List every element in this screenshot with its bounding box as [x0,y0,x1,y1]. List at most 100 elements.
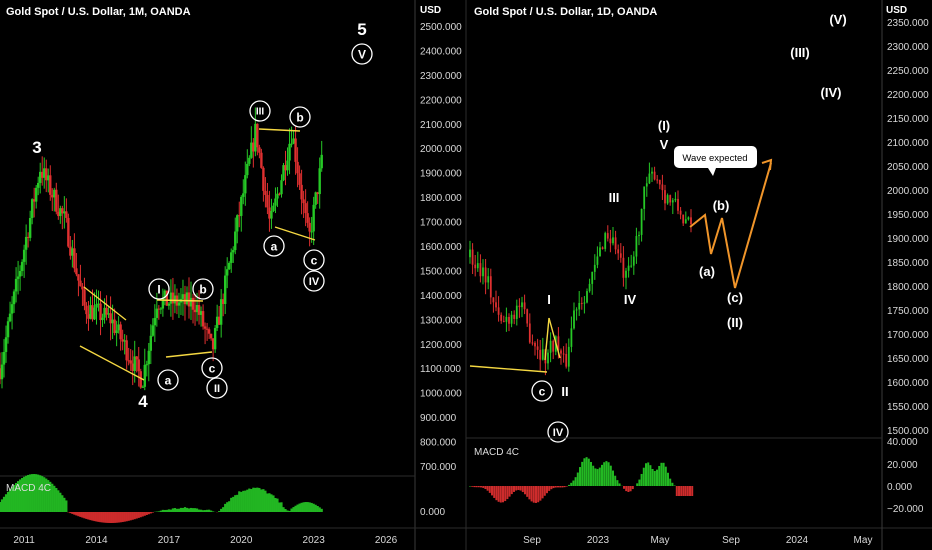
left-macd-bar [290,509,292,512]
right-macd-bar [550,486,552,489]
right-candle-body [482,267,484,276]
left-macd-bar [95,512,97,522]
left-wave-5-label: 5 [357,20,366,39]
right-candle-body [586,291,588,302]
right-candle-body [688,217,690,219]
left-candle-body [125,340,127,360]
right-macd-bar [528,486,530,499]
right-macd-bar [658,466,660,486]
right-candle-body [599,247,601,256]
left-macd-bar [85,512,87,519]
left-macd-bar [234,495,236,512]
right-wave-II-label: II [561,384,568,399]
left-candle-body [232,250,234,252]
right-y-tick: 1600.000 [887,378,929,389]
left-macd-zero-tick: 0.000 [420,507,445,518]
left-y-tick: 2400.000 [420,46,462,57]
right-candle-body [617,249,619,253]
left-candle-body [99,304,101,320]
left-x-tick: 2026 [375,535,398,546]
left-candle-body [156,309,158,318]
left-candle-body [81,286,83,289]
right-y-tick: 1700.000 [887,330,929,341]
right-wave-IV-label: IV [624,292,637,307]
left-candle-body [274,199,276,206]
right-macd-bar [471,486,473,487]
left-macd-bar [190,508,192,512]
left-candle-body [306,213,308,223]
left-candle-body [308,223,310,232]
left-macd-bar [75,512,77,515]
left-candle-body [146,364,148,365]
right-macd-tick: 0.000 [887,482,912,493]
left-wave-4-label: 4 [138,392,148,411]
left-candle-body [67,218,69,247]
right-macd-bar [544,486,546,496]
right-wave-(c)-label: (c) [727,290,743,305]
right-macd-bar [520,486,522,491]
left-macd-bar [305,502,307,512]
left-macd-bar [152,512,154,513]
right-candle-body [690,217,692,224]
left-candle-body [266,195,268,207]
left-macd-bar [224,504,226,512]
left-price-axis[interactable]: 2500.000 2400.000 2300.000 2200.000 2100.000… [420,22,462,518]
right-candle-body [480,263,482,276]
right-candle-body [472,250,474,265]
right-candle-body [649,174,651,184]
right-macd-bar [687,486,689,496]
right-y-tick: 1550.000 [887,402,929,413]
left-macd-bar [240,492,242,512]
left-macd-bar [276,499,278,512]
left-candle-body [296,162,298,173]
left-macd-bar [114,512,116,523]
right-candle-body [680,211,682,215]
right-macd-bar [630,486,632,491]
right-chart-title: Gold Spot / U.S. Dollar, 1D, OANDA [474,6,657,18]
left-y-tick: 1500.000 [420,266,462,277]
right-wave-V-label: V [660,137,669,152]
left-candle-body [321,155,323,168]
left-candle-body [95,304,97,307]
right-candle-body [485,267,487,282]
left-macd-bar [182,508,184,512]
left-y-tick: 2300.000 [420,71,462,82]
right-macd-bar [504,486,506,501]
left-candle-body [314,192,316,205]
left-x-tick: 2011 [13,535,35,546]
left-macd-bar [270,494,272,512]
right-wave-c-circle: c [539,384,546,398]
left-macd-bar [260,489,262,512]
right-candle-body [656,179,658,180]
left-macd-bar [79,512,81,517]
left-macd-bar [180,508,182,512]
right-candle-body [539,350,541,360]
left-macd-bar [178,509,180,512]
right-candle-body [571,328,573,347]
left-candle-body [290,144,292,145]
left-candle-body [272,206,274,211]
right-macd-bar [480,486,482,487]
left-macd-bar [116,512,118,523]
right-macd-bar [616,480,618,486]
left-macd-label: MACD 4C [6,483,51,494]
right-candle-body [568,347,570,367]
right-y-tick: 2000.000 [887,186,929,197]
right-macd-bar [649,465,651,486]
left-macd-bar [164,510,166,512]
left-macd-bar [246,490,248,512]
right-macd-bar [478,486,480,487]
right-candle-body [469,250,471,258]
right-candle-body [675,199,677,200]
right-macd-bar [592,466,594,486]
left-candle-body [17,276,19,278]
left-macd-bar [274,498,276,512]
left-macd-bar [292,507,294,512]
right-macd-bar [603,462,605,486]
right-x-tick: Sep [523,535,541,546]
left-macd-bar [298,504,300,512]
left-y-tick: 1700.000 [420,218,462,229]
left-y-tick: 900.000 [420,413,457,424]
right-macd-bar [493,486,495,498]
right-currency-label: USD [886,5,907,16]
